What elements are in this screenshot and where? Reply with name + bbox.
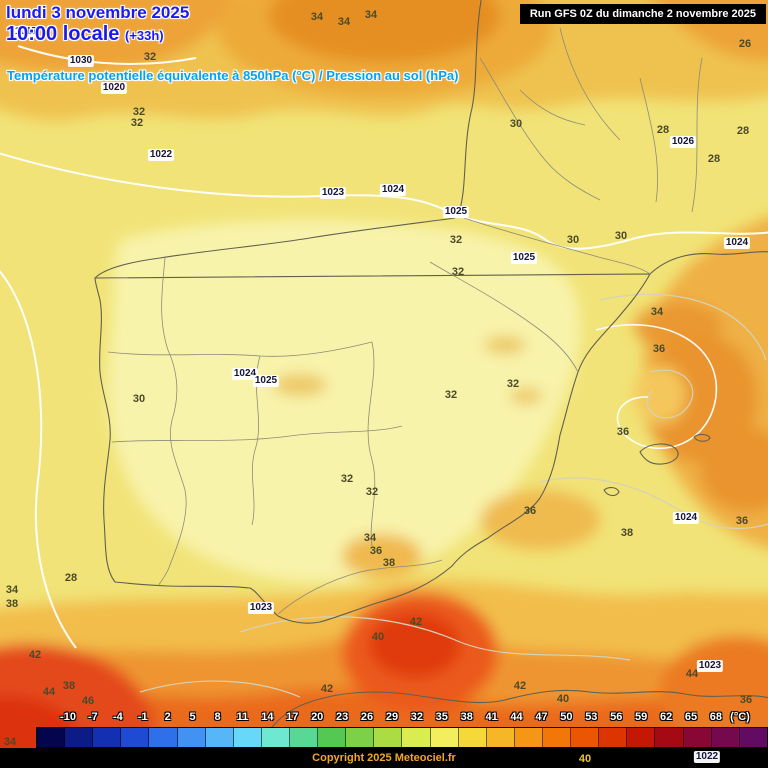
colorbar-tick: 26 (360, 711, 374, 723)
colorbar-tick: -1 (137, 711, 148, 723)
colorbar-cell (261, 728, 290, 747)
colorbar-cell (711, 728, 740, 747)
colorbar-tick: 8 (214, 711, 221, 723)
colorbar-tick: 5 (189, 711, 196, 723)
colorbar-tick: 17 (286, 711, 299, 723)
colorbar-cell (402, 728, 431, 747)
colorbar-tick: 62 (659, 711, 673, 723)
forecast-hour-offset: (+33h) (124, 28, 164, 43)
colorbar-cell (205, 728, 234, 747)
colorbar-tick: 23 (335, 711, 349, 723)
colorbar-cell (346, 728, 375, 747)
colorbar-tick: 14 (261, 711, 274, 723)
colorbar-cell (739, 728, 767, 747)
colorbar (36, 727, 768, 748)
colorbar-tick: -4 (112, 711, 123, 723)
map-canvas (0, 0, 768, 750)
colorbar-cell (655, 728, 684, 747)
colorbar-cell (37, 728, 66, 747)
colorbar-cell (430, 728, 459, 747)
theta-e-contours (139, 293, 768, 698)
colorbar-cell (683, 728, 712, 747)
forecast-local-time: 10:00 locale (6, 23, 120, 45)
colorbar-cell (65, 728, 94, 747)
colorbar-tick: 29 (385, 711, 399, 723)
theta-e-field (0, 0, 768, 750)
colorbar-cell (233, 728, 262, 747)
colorbar-tick: 20 (311, 711, 324, 723)
model-run-info: Run GFS 0Z du dimanche 2 novembre 2025 (519, 4, 766, 24)
colorbar-tick: 53 (585, 711, 598, 723)
colorbar-tick: 2 (164, 711, 171, 723)
colorbar-tick: 59 (635, 711, 648, 723)
copyright-bar: Copyright 2025 Meteociel.fr (0, 748, 768, 768)
colorbar-tick: 68 (709, 711, 723, 723)
colorbar-tick: 38 (460, 711, 473, 723)
colorbar-cell (458, 728, 487, 747)
colorbar-cell (514, 728, 543, 747)
colorbar-tick: 47 (535, 711, 548, 723)
colorbar-tick: -10 (60, 711, 76, 723)
forecast-date: lundi 3 novembre 2025 (6, 3, 190, 22)
colorbar-tick: 35 (435, 711, 448, 723)
borders-rivers (107, 27, 703, 615)
colorbar-ticks: -10 -7 -4 -1 2 5 8 11 14 17 20 23 26 29 32 35 38 41 44 47 50… (0, 711, 768, 726)
colorbar-tick: 11 (236, 711, 249, 723)
colorbar-tick: 50 (560, 711, 573, 723)
forecast-time: 10:00 locale (+33h) (6, 23, 164, 46)
colorbar-cell (93, 728, 122, 747)
colorbar-unit: (°C) (730, 711, 750, 723)
colorbar-tick: 32 (410, 711, 423, 723)
colorbar-cell (542, 728, 572, 747)
colorbar-cell (374, 728, 403, 747)
colorbar-cell (177, 728, 206, 747)
coastlines (94, 0, 768, 750)
colorbar-cell (627, 728, 656, 747)
copyright-text: Copyright 2025 Meteociel.fr (312, 752, 456, 764)
colorbar-tick: 56 (610, 711, 623, 723)
isobar-lines (0, 45, 768, 649)
colorbar-cell (599, 728, 628, 747)
colorbar-tick: 41 (485, 711, 498, 723)
colorbar-cell (121, 728, 150, 747)
colorbar-cell (289, 728, 319, 747)
colorbar-cell (318, 728, 347, 747)
colorbar-tick: -7 (88, 711, 98, 723)
colorbar-cell (571, 728, 600, 747)
colorbar-cell (486, 728, 515, 747)
colorbar-cell (149, 728, 178, 747)
colorbar-tick: 65 (684, 711, 698, 723)
colorbar-tick: 44 (510, 711, 523, 723)
map-title: Température potentielle équivalente à 85… (7, 68, 459, 83)
